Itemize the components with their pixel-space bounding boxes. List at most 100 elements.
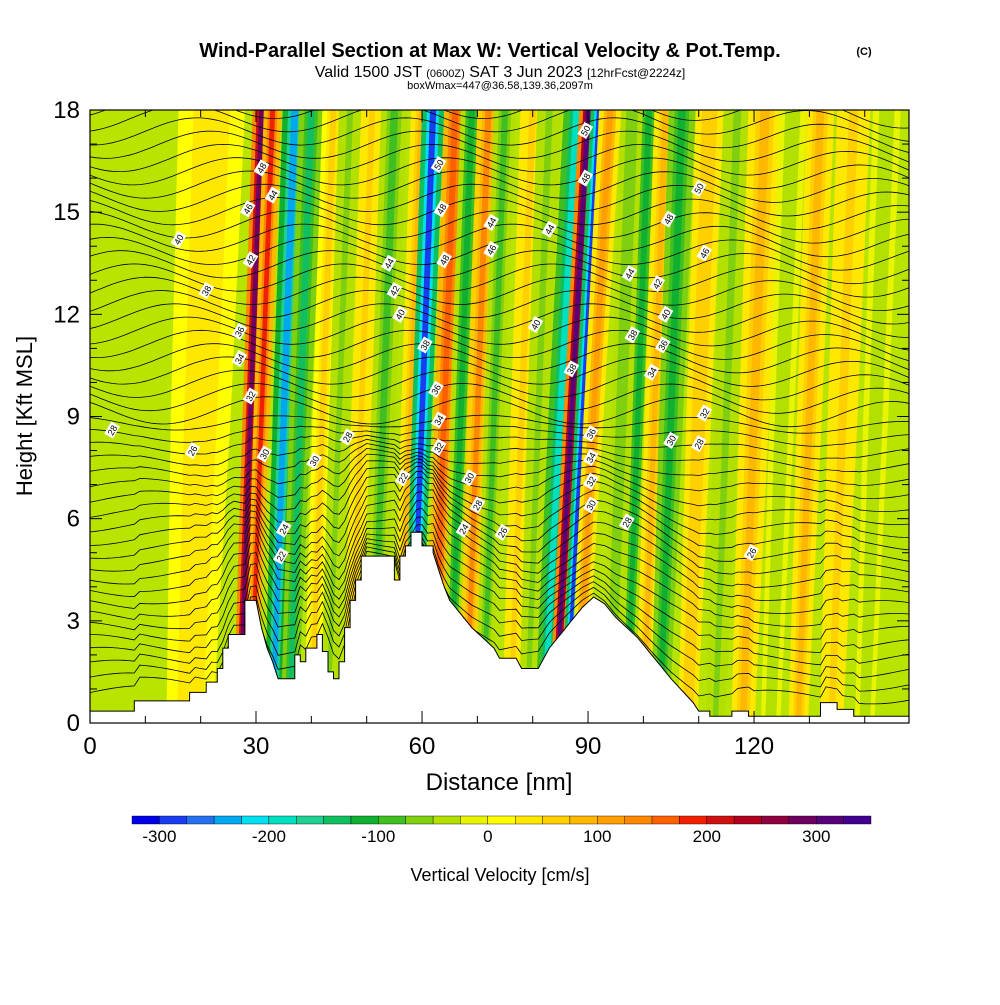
contour-label-bg <box>253 159 270 177</box>
contour-label: 48 <box>660 210 677 228</box>
contour-label: 42 <box>649 275 666 293</box>
isentrope-line <box>90 223 909 258</box>
contour-label: 30 <box>663 431 679 449</box>
x-tick-label: 0 <box>83 733 96 760</box>
contour-label-bg <box>494 523 511 541</box>
colorbar-swatch <box>788 815 817 825</box>
y-tick-label: 6 <box>67 506 80 533</box>
isentrope-line <box>90 170 909 203</box>
contour-label-text: 36 <box>656 338 670 352</box>
isentrope-line <box>90 197 909 230</box>
contour-label-bg <box>239 200 256 218</box>
contour-label-bg <box>690 179 707 197</box>
contour-label-text: 30 <box>308 454 322 468</box>
contour-label-text: 28 <box>341 430 355 444</box>
colorbar-swatch <box>131 815 160 825</box>
contour-label-bg <box>386 281 403 300</box>
contour-label: 36 <box>231 322 248 340</box>
w-band-13-2 <box>464 110 492 723</box>
isentrope-line <box>90 236 909 271</box>
contour-label-bg <box>264 186 281 204</box>
contour-label: 40 <box>392 305 408 323</box>
colorbar: -300 -200 -100 0 100 200 300 <box>131 815 872 846</box>
isentrope-line <box>90 316 909 351</box>
contour-label-bg <box>242 387 259 405</box>
w-band-27-2 <box>739 110 770 723</box>
colorbar-swatch <box>296 815 324 825</box>
contour-label-bg <box>541 220 558 238</box>
contour-label-bg <box>654 336 671 354</box>
colorbar-swatch <box>624 815 653 825</box>
contour-label: 46 <box>483 241 500 259</box>
w-band-30-2 <box>828 110 859 723</box>
contour-label-bg <box>577 169 594 187</box>
contour-label: 44 <box>541 220 558 238</box>
potential-temperature-contours <box>90 110 909 705</box>
isentrope-line <box>90 461 909 538</box>
w-band-0-2 <box>183 110 221 723</box>
w-band-21-2 <box>608 110 636 723</box>
contour-label-bg <box>170 230 187 248</box>
contour-label-text: 26 <box>496 526 510 540</box>
contour-label-text: 36 <box>233 325 247 339</box>
y-tick-label: 18 <box>53 97 80 124</box>
x-tick-label: 120 <box>734 733 774 760</box>
isentrope-line <box>90 541 909 692</box>
contour-label: 32 <box>696 404 713 422</box>
contour-label-text: 50 <box>579 124 593 138</box>
contour-label-bg <box>563 360 580 378</box>
contour-label: 38 <box>563 360 580 378</box>
contour-label: 24 <box>275 520 292 538</box>
colorbar-swatch <box>651 815 680 825</box>
x-tick-label: 30 <box>243 733 270 760</box>
isentrope-line <box>90 425 909 447</box>
w-band-15-2 <box>508 110 537 723</box>
contour-label: 44 <box>483 213 500 231</box>
contour-label: 30 <box>306 452 322 470</box>
isentrope-line <box>90 434 909 460</box>
contour-label-text: 32 <box>244 390 258 404</box>
contour-label-bg <box>433 200 450 218</box>
isentrope-line <box>90 476 909 575</box>
contour-label: 30 <box>256 445 273 463</box>
contour-labels: 48 44 46 42 40 38 36 34 32 30 30 28 28 26 22 24 22 50 48 44… <box>104 121 760 565</box>
contour-label-text: 50 <box>692 182 706 196</box>
contour-label-bg <box>455 520 472 538</box>
isentrope-line <box>90 183 909 217</box>
contour-label-text: 48 <box>435 202 449 216</box>
contour-label-bg <box>231 350 248 368</box>
contour-label-bg <box>306 452 322 470</box>
contour-label-text: 48 <box>662 212 676 226</box>
contour-label-text: 28 <box>106 424 120 438</box>
contour-label-bg <box>743 544 760 562</box>
isentrope-line <box>90 276 909 312</box>
contour-label-text: 38 <box>200 284 214 298</box>
contour-label-text: 34 <box>432 413 446 427</box>
contour-label-text: 38 <box>418 338 432 352</box>
contour-label-text: 30 <box>665 434 679 448</box>
contour-label-bg <box>275 520 292 538</box>
contour-label: 32 <box>430 438 447 456</box>
contour-label: 28 <box>469 496 486 514</box>
colorbar-swatch <box>378 815 406 825</box>
contour-label: 42 <box>386 281 403 300</box>
contour-label: 26 <box>494 523 511 541</box>
contour-label: 48 <box>436 251 453 269</box>
contour-label-bg <box>231 322 248 340</box>
contour-label-text: 46 <box>241 202 255 216</box>
colorbar-label: Vertical Velocity [cm/s] <box>410 865 589 885</box>
contour-label-bg <box>663 431 679 449</box>
contour-label-text: 44 <box>543 223 557 237</box>
contour-label-text: 48 <box>255 161 269 175</box>
contour-label-text: 24 <box>457 522 471 536</box>
colorbar-swatch <box>542 815 571 825</box>
isentrope-line <box>90 356 909 387</box>
colorbar-swatch <box>816 815 844 825</box>
contour-label: 40 <box>170 230 187 248</box>
w-band-17-2 <box>541 110 581 723</box>
contour-label-text: 44 <box>623 267 637 281</box>
plot-area: 48 44 46 42 40 38 36 34 32 30 30 28 28 26 22 24 22 50 48 44… <box>90 110 909 723</box>
contour-label: 26 <box>184 442 201 460</box>
contour-label-text: 48 <box>579 172 593 186</box>
contour-label-bg <box>256 445 273 463</box>
